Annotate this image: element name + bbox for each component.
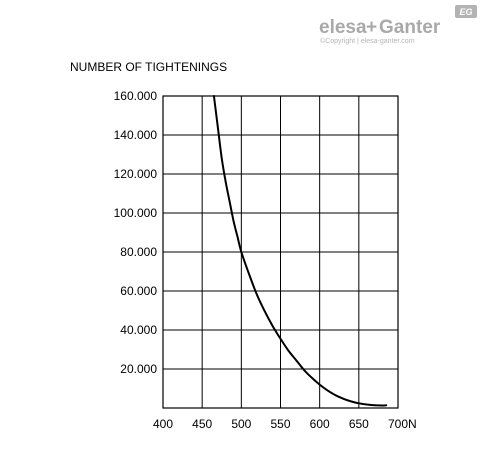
grid [163, 96, 398, 408]
y-tick-labels: 20.000 40.000 60.000 80.000 100.000 120.000 14… [114, 89, 158, 376]
brand-name: elesa [319, 17, 367, 38]
plot-frame [162, 95, 399, 409]
x-tick-label: 400 [153, 417, 173, 431]
x-axis-unit: N [408, 417, 417, 431]
x-tick-label: 500 [231, 417, 251, 431]
y-tick-label: 20.000 [120, 362, 157, 376]
x-tick-label: 450 [192, 417, 212, 431]
chart-title: NUMBER OF TIGHTENINGS [70, 60, 227, 74]
x-tick-label: 550 [270, 417, 290, 431]
brand-name-2: Ganter [379, 17, 441, 38]
y-tick-label: 40.000 [120, 323, 157, 337]
brand-badge-icon [455, 5, 477, 18]
plot-border [162, 95, 399, 409]
x-tick-label: 600 [310, 417, 330, 431]
series-line [212, 95, 388, 407]
x-tick-label: 650 [349, 417, 369, 431]
y-tick-label: 120.000 [114, 167, 158, 181]
brand-copyright: ©Copyright | elesa-ganter.com [320, 37, 415, 45]
y-tick-label: 60.000 [120, 284, 157, 298]
brand-logo: elesa + Ganter ©Copyright | elesa-ganter… [319, 5, 477, 45]
brand-badge-text: EG [459, 7, 472, 17]
y-tick-label: 140.000 [114, 128, 158, 142]
brand-plus: + [366, 17, 377, 38]
y-tick-label: 80.000 [120, 245, 157, 259]
x-tick-label: 700 [388, 417, 408, 431]
series-group [212, 95, 388, 407]
x-tick-labels: 400 450 500 550 600 650 700 [153, 417, 408, 431]
y-tick-label: 100.000 [114, 206, 158, 220]
y-tick-label: 160.000 [114, 89, 158, 103]
